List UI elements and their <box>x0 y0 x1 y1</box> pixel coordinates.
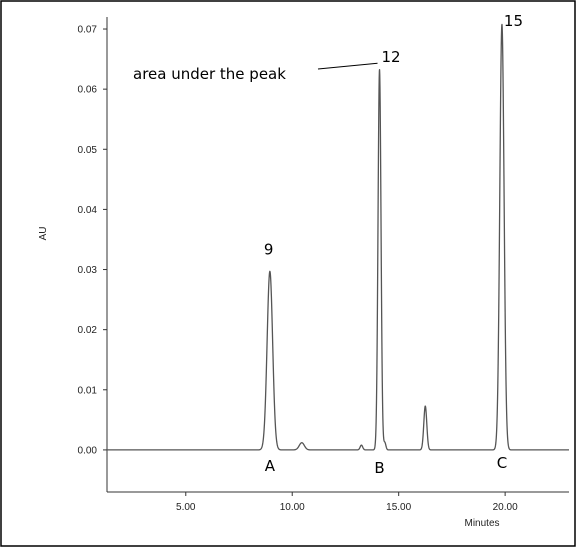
y-tick-label: 0.02 <box>78 325 98 336</box>
x-tick-label: 10.00 <box>280 502 305 513</box>
x-axis-title: Minutes <box>464 518 499 529</box>
peak-number-label: 9 <box>264 241 274 259</box>
y-tick-label: 0.04 <box>78 205 98 216</box>
plot-area: 0.00 0.01 0.02 0.03 0.04 0.05 0.06 0.07 5.00 10.0… <box>38 12 570 529</box>
x-tick-label: 15.00 <box>386 502 411 513</box>
callout-leader-line <box>317 62 378 70</box>
peak-letter-label: C <box>497 454 507 472</box>
callout-label: area under the peak <box>133 65 286 83</box>
peak-number-label: 12 <box>382 48 401 66</box>
x-tick-label: 5.00 <box>176 502 196 513</box>
peak-letter-label: B <box>374 459 384 477</box>
y-tick-label: 0.03 <box>78 265 98 276</box>
y-tick-label: 0.07 <box>78 25 98 36</box>
y-tick-label: 0.06 <box>78 85 98 96</box>
y-tick-label: 0.05 <box>78 145 98 156</box>
chromatogram-trace <box>106 23 570 451</box>
x-tick-label: 20.00 <box>493 502 518 513</box>
y-tick-label: 0.01 <box>78 385 98 396</box>
peak-number-label: 15 <box>504 12 523 30</box>
peak-letter-label: A <box>265 457 276 475</box>
y-tick-label: 0.00 <box>78 445 98 456</box>
y-axis-title: AU <box>38 227 49 241</box>
